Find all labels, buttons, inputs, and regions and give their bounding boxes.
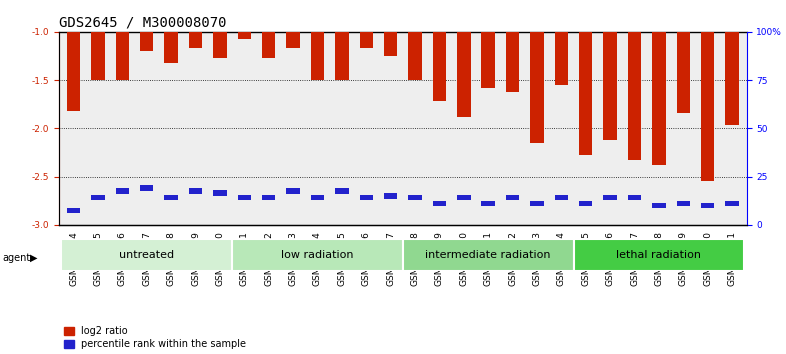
Bar bbox=[457, 32, 471, 117]
Text: ▶: ▶ bbox=[30, 253, 38, 263]
Bar bbox=[506, 195, 520, 200]
Bar bbox=[482, 201, 495, 206]
Bar bbox=[725, 201, 739, 206]
Bar bbox=[652, 203, 666, 208]
Legend: log2 ratio, percentile rank within the sample: log2 ratio, percentile rank within the s… bbox=[64, 326, 246, 349]
Bar bbox=[116, 188, 129, 194]
Bar bbox=[555, 195, 568, 200]
Bar bbox=[402, 239, 574, 271]
Text: GDS2645 / M300008070: GDS2645 / M300008070 bbox=[59, 16, 226, 30]
Bar bbox=[91, 32, 105, 80]
Bar bbox=[140, 32, 153, 51]
Bar bbox=[61, 239, 232, 271]
Bar bbox=[579, 32, 593, 155]
Bar bbox=[359, 195, 373, 200]
Bar bbox=[189, 32, 202, 48]
Bar bbox=[164, 195, 178, 200]
Text: agent: agent bbox=[2, 253, 31, 263]
Bar bbox=[67, 208, 80, 213]
Bar bbox=[384, 193, 398, 199]
Bar bbox=[408, 32, 422, 80]
Bar bbox=[335, 32, 348, 80]
Bar bbox=[213, 190, 226, 196]
Text: intermediate radiation: intermediate radiation bbox=[425, 250, 551, 260]
Bar bbox=[262, 32, 275, 58]
Bar bbox=[140, 185, 153, 191]
Bar bbox=[237, 32, 251, 39]
Bar bbox=[164, 32, 178, 63]
Bar bbox=[189, 188, 202, 194]
Bar bbox=[457, 195, 471, 200]
Bar bbox=[237, 195, 251, 200]
Bar bbox=[482, 32, 495, 88]
Bar bbox=[310, 195, 324, 200]
Bar bbox=[433, 201, 446, 206]
Text: lethal radiation: lethal radiation bbox=[616, 250, 701, 260]
Bar bbox=[531, 32, 544, 143]
Bar bbox=[91, 195, 105, 200]
Bar bbox=[628, 32, 641, 160]
Bar bbox=[286, 188, 299, 194]
Bar bbox=[677, 32, 690, 113]
Bar bbox=[531, 201, 544, 206]
Bar bbox=[701, 32, 714, 181]
Bar bbox=[262, 195, 275, 200]
Bar bbox=[67, 32, 80, 111]
Bar bbox=[652, 32, 666, 165]
Bar bbox=[286, 32, 299, 48]
Bar bbox=[725, 32, 739, 125]
Bar bbox=[408, 195, 422, 200]
Bar bbox=[310, 32, 324, 80]
Bar bbox=[359, 32, 373, 48]
Bar bbox=[677, 201, 690, 206]
Bar bbox=[433, 32, 446, 101]
Bar bbox=[555, 32, 568, 85]
Bar bbox=[604, 32, 617, 140]
Text: low radiation: low radiation bbox=[281, 250, 354, 260]
Bar bbox=[574, 239, 744, 271]
Bar bbox=[506, 32, 520, 92]
Bar bbox=[579, 201, 593, 206]
Bar bbox=[604, 195, 617, 200]
Bar bbox=[701, 203, 714, 208]
Bar bbox=[213, 32, 226, 58]
Bar bbox=[116, 32, 129, 80]
Bar bbox=[384, 32, 398, 56]
Bar bbox=[628, 195, 641, 200]
Bar bbox=[232, 239, 402, 271]
Bar bbox=[335, 188, 348, 194]
Text: untreated: untreated bbox=[119, 250, 174, 260]
